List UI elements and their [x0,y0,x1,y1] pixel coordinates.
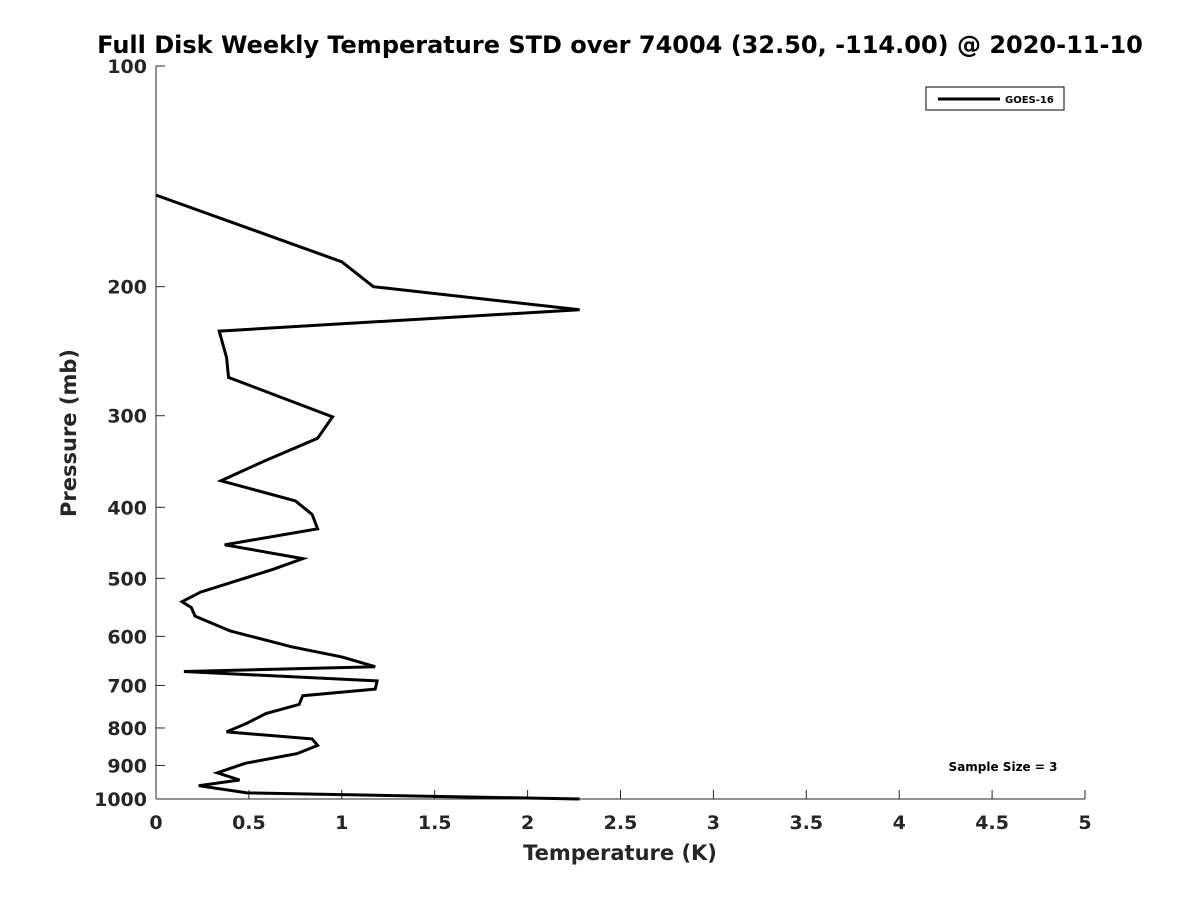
y-axis-label: Pressure (mb) [57,349,81,517]
x-tick-label: 5 [1078,812,1091,834]
series-layer [155,193,580,801]
x-tick-label: 1.5 [418,812,452,834]
y-tick-label: 800 [107,718,147,740]
y-tick-label: 200 [107,277,147,299]
x-tick-label: 4.5 [975,812,1009,834]
axes [155,66,1085,800]
x-axis-label: Temperature (K) [523,841,717,865]
x-tick-label: 3.5 [789,812,823,834]
x-tick-label: 0.5 [232,812,266,834]
sample-size-annotation: Sample Size = 3 [949,760,1058,774]
chart-title: Full Disk Weekly Temperature STD over 74… [97,31,1143,59]
x-axis-ticks: 0 0.5 1 1.5 2 2.5 3 3.5 4 4.5 5 [149,790,1092,834]
legend: GOES-16 [925,86,1065,111]
x-tick-label: 0 [149,812,162,834]
y-tick-label: 600 [107,626,147,648]
legend-label-goes-16: GOES-16 [1005,95,1054,106]
y-tick-label: 300 [107,406,147,428]
x-tick-label: 4 [893,812,906,834]
x-tick-label: 1 [335,812,348,834]
y-tick-label: 1000 [94,789,147,811]
y-axis-ticks: 100 200 300 400 500 600 700 800 900 1000 [94,56,165,811]
y-tick-label: 100 [107,56,147,78]
y-tick-label: 400 [107,497,147,519]
x-tick-label: 2 [521,812,534,834]
y-tick-label: 700 [107,675,147,697]
x-tick-label: 2.5 [604,812,638,834]
y-tick-label: 500 [107,568,147,590]
y-tick-label: 900 [107,755,147,777]
x-tick-label: 3 [707,812,720,834]
series-line-goes-16 [155,193,580,801]
